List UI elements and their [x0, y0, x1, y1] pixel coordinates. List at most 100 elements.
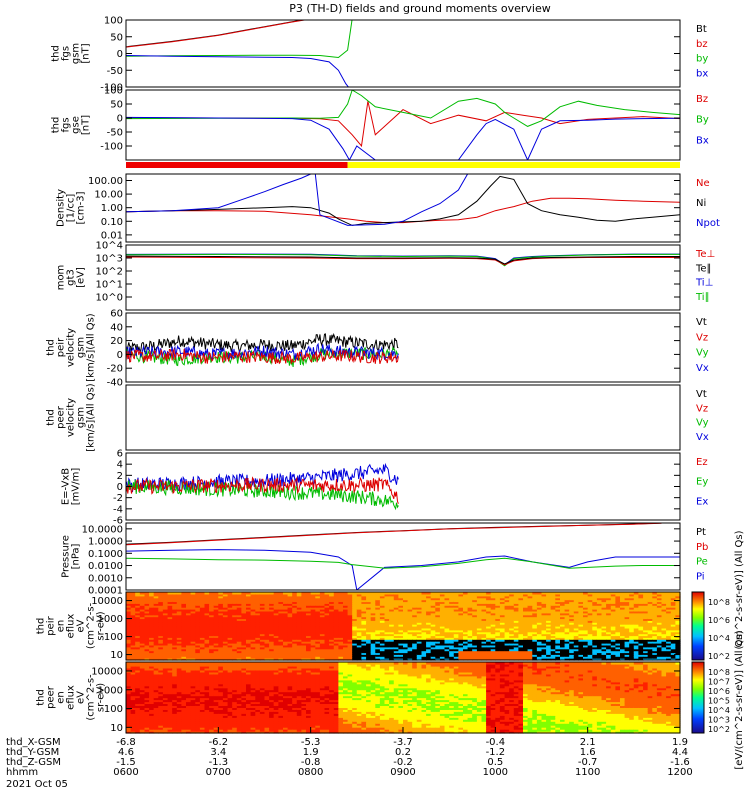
x-row-label: thd_X-GSM: [6, 737, 61, 748]
legend-entry: Pt: [696, 527, 706, 538]
y-tick-label: -4: [113, 504, 123, 515]
legend-entry: Ti⊥: [695, 278, 713, 289]
y-axis-label: [km/s](All Qs): [86, 383, 97, 451]
panel-peir_en_eflux: 10000 1000 100 10 thd peir en eflux eV (cm^2-s-sr…: [36, 591, 681, 661]
y-tick-label: 10.0000: [82, 524, 123, 535]
y-axis-label: [cm-3]: [76, 191, 87, 224]
y-axis-label: sr-eV): [96, 611, 107, 640]
y-tick-label: 100: [104, 632, 123, 643]
x-tick-label: 4.4: [672, 747, 688, 758]
x-tick-label: -6.8: [116, 737, 136, 748]
colorbar-tick-label: 10^4: [708, 634, 730, 643]
series-line-Ey: [126, 478, 399, 511]
legend-entry: Pi: [696, 571, 705, 582]
y-axis-label: peir: [46, 615, 57, 635]
colorbar-label-top: (cm^2-s-sr-eV)] (All Qs): [734, 530, 745, 649]
legend-entry: By: [696, 115, 709, 126]
x-tick-label: 0.2: [395, 747, 411, 758]
panel-frame: [125, 19, 681, 88]
series-line-Ti⊥: [126, 253, 680, 266]
panel-peir_velocity: 60 40 20 0 -20 -40 thd peir velocity gsm [km/s](Al…: [46, 309, 709, 389]
legend-entry: Te⊥: [695, 249, 715, 260]
x-tick-label: 0600: [113, 767, 138, 778]
legend-entry: Ne: [696, 178, 710, 189]
legend-entry: Pb: [696, 542, 708, 553]
x-tick-label: -3.7: [393, 737, 413, 748]
x-tick-label: -0.4: [486, 737, 506, 748]
legend-entry: Vt: [696, 389, 707, 400]
y-axis-label: velocity: [66, 328, 77, 367]
series-line-Ne: [126, 197, 680, 224]
x-tick-label: -5.3: [301, 737, 321, 748]
y-tick-label: 50: [110, 32, 123, 43]
legend-entry: Ez: [696, 457, 708, 468]
x-tick-label: 0700: [206, 767, 231, 778]
y-axis-label: fgs: [61, 46, 72, 61]
x-row-label: hhmm: [6, 767, 38, 778]
panel-frame: [125, 244, 681, 311]
y-tick-label: 0.0001: [88, 586, 123, 597]
x-tick-label: 1.9: [303, 747, 319, 758]
colorbar-tick-label: 10^8: [708, 598, 730, 607]
x-row-label: thd_Z-GSM: [6, 757, 61, 768]
legend-entry: Ey: [696, 477, 708, 488]
x-tick-label: 4.6: [118, 747, 134, 758]
legend-entry: Vz: [696, 403, 708, 414]
y-axis-label: thd: [46, 339, 57, 356]
x-tick-label: 0.5: [487, 757, 503, 768]
series-line-Ni: [126, 175, 680, 226]
x-tick-label: 0900: [390, 767, 415, 778]
y-axis-label: thd: [46, 409, 57, 426]
y-tick-label: 10: [110, 723, 123, 734]
y-tick-label: 10^3: [96, 254, 123, 265]
y-axis-label: peir: [56, 337, 67, 357]
y-axis-label: [km/s](All Qs): [86, 313, 97, 381]
y-axis-label: gse: [71, 116, 82, 134]
y-axis-label: (cm^2-s-: [86, 674, 97, 721]
y-axis-label: eV: [76, 619, 87, 632]
colorbar-label: [eV/(cm^2-s-sr-eV)] (All Qs): [734, 630, 745, 769]
x-tick-label: -0.7: [578, 757, 598, 768]
x-tick-label: -1.3: [209, 757, 229, 768]
x-tick-label: 1100: [575, 767, 600, 778]
legend-entry: Bx: [696, 135, 709, 146]
y-tick-label: 10^4: [96, 241, 123, 252]
legend-entry: Bz: [696, 94, 708, 105]
y-tick-label: -50: [107, 66, 123, 77]
x-tick-label: 1200: [667, 767, 692, 778]
y-axis-label: fgs: [61, 117, 72, 132]
legend-entry: Ex: [696, 496, 708, 507]
x-tick-label: -1.6: [670, 757, 690, 768]
y-axis-label: [mV/m]: [71, 468, 82, 506]
y-axis-label: [nT]: [81, 115, 92, 135]
y-axis-label: gt3: [66, 269, 77, 286]
series-line-Te∥: [126, 255, 680, 265]
status-bar: [347, 162, 680, 168]
y-axis-label: [nPa]: [71, 543, 82, 569]
y-tick-label: 100: [104, 16, 123, 27]
series-line-Bz: [126, 101, 680, 148]
y-tick-label: 4: [117, 460, 123, 471]
y-tick-label: 0.0100: [88, 561, 123, 572]
y-axis-label: gsm: [76, 337, 87, 358]
x-tick-label: 1000: [483, 767, 508, 778]
y-axis-label: eflux: [66, 614, 77, 639]
series-line-Pe: [126, 557, 680, 569]
y-axis-label: en: [56, 691, 67, 704]
y-axis-label: [1/cc]: [66, 194, 77, 223]
series-line-Bx: [126, 116, 680, 160]
y-tick-label: 1.00: [101, 203, 123, 214]
y-tick-label: 50: [110, 100, 123, 111]
y-tick-label: 100: [104, 86, 123, 97]
y-axis-label: [nT]: [81, 43, 92, 63]
y-tick-label: 60: [110, 309, 123, 320]
y-axis-label: Pressure: [61, 535, 72, 578]
y-axis-label: thd: [51, 45, 62, 62]
y-tick-label: -50: [107, 128, 123, 139]
y-tick-label: 0: [117, 350, 123, 361]
y-tick-label: 0: [117, 49, 123, 60]
y-axis-label: eV: [76, 691, 87, 704]
